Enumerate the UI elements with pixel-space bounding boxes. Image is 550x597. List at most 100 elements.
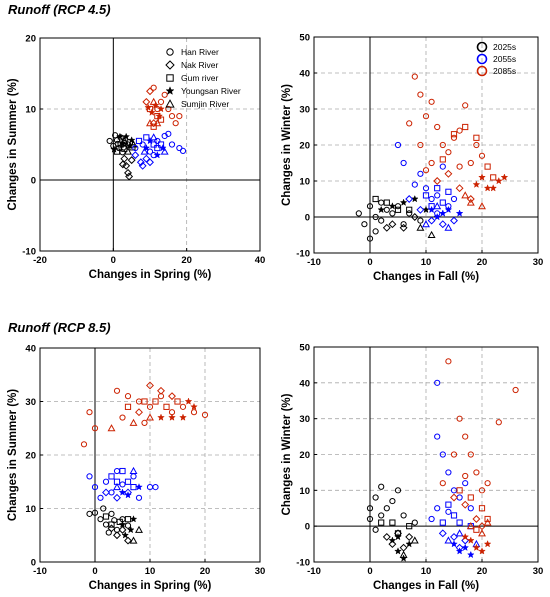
y-tick-label: -10 <box>22 247 36 258</box>
data-point-star <box>455 209 464 217</box>
data-point-triangle <box>153 119 162 127</box>
legend-label: Gum river <box>181 73 218 83</box>
data-point-square <box>113 148 121 155</box>
data-point-star <box>478 547 486 555</box>
data-point-circle <box>366 515 374 523</box>
data-point-diamond <box>382 532 391 541</box>
data-point-diamond <box>142 97 151 106</box>
data-point-star <box>168 413 176 421</box>
legend-marker-2055s <box>476 53 488 65</box>
data-point-diamond <box>138 161 147 170</box>
data-point-triangle <box>455 529 464 537</box>
y-axis-label: Changes in Summer (%) <box>7 78 19 210</box>
data-point-square <box>378 519 385 526</box>
data-point-star <box>147 108 156 116</box>
data-point-triangle <box>129 466 138 475</box>
y-tick-label: 0 <box>31 558 36 569</box>
data-point-circle <box>400 159 407 167</box>
data-point-diamond <box>438 220 447 229</box>
data-point-star <box>116 132 124 140</box>
data-point-star <box>118 138 127 147</box>
data-point-circle <box>450 195 458 203</box>
data-point-circle <box>417 170 424 177</box>
data-point-circle <box>161 91 168 98</box>
data-point-diamond <box>450 532 458 541</box>
data-point-diamond <box>450 216 458 225</box>
x-tick-label: 10 <box>421 566 432 577</box>
data-point-star <box>129 515 138 523</box>
data-point-circle <box>372 494 379 501</box>
data-point-diamond <box>416 205 425 214</box>
data-point-star <box>144 103 153 111</box>
data-point-circle <box>146 403 154 410</box>
y-axis-label: Changes in Winter (%) <box>281 84 293 206</box>
data-point-star <box>461 532 470 541</box>
y-tick-label: 50 <box>299 343 310 354</box>
data-point-circle <box>462 480 469 487</box>
points-layer <box>355 73 509 242</box>
series-2085s <box>80 381 209 448</box>
data-point-square <box>450 512 458 519</box>
data-point-square <box>150 141 157 148</box>
data-point-triangle <box>113 482 121 491</box>
data-point-diamond <box>118 160 127 169</box>
legend-label: Nak River <box>181 60 218 70</box>
data-point-star <box>455 547 464 555</box>
data-point-star <box>118 520 127 528</box>
series-2085s <box>142 84 183 130</box>
data-point-circle <box>100 505 107 512</box>
data-point-circle <box>473 469 480 476</box>
y-tick-label: 10 <box>25 105 36 116</box>
data-point-circle <box>428 98 435 105</box>
data-point-circle <box>422 113 430 120</box>
data-point-triangle <box>466 198 475 206</box>
data-point-diamond <box>405 532 414 541</box>
data-point-circle <box>428 195 435 203</box>
data-point-square <box>152 398 159 405</box>
data-point-circle <box>439 141 446 149</box>
data-point-circle <box>119 481 126 488</box>
data-point-diamond <box>118 525 127 534</box>
data-point-circle <box>462 472 469 480</box>
data-point-triangle <box>483 518 492 526</box>
data-point-diamond <box>135 408 143 417</box>
data-point-diamond <box>438 529 447 538</box>
legend-marker-circle <box>166 48 174 56</box>
data-point-square <box>439 519 446 526</box>
y-axis-label: Changes in Summer (%) <box>7 389 19 521</box>
data-point-circle <box>473 141 480 149</box>
plot-frame <box>39 37 261 252</box>
data-point-square <box>108 473 115 480</box>
data-point-circle <box>456 127 463 134</box>
data-point-square <box>135 137 143 145</box>
data-point-circle <box>91 509 99 516</box>
data-point-circle <box>434 192 441 199</box>
data-point-square <box>163 403 170 410</box>
data-point-circle <box>130 473 137 480</box>
x-tick-label: -10 <box>307 257 321 268</box>
data-point-circle <box>383 505 390 512</box>
data-point-circle <box>389 497 396 505</box>
legend: Han River Nak River Gum river Youngsan Rive… <box>165 47 241 109</box>
data-point-square <box>467 494 474 501</box>
x-axis-label: Changes in Fall (%) <box>373 580 479 592</box>
data-point-star <box>127 136 136 144</box>
x-tick-label: -10 <box>33 566 47 577</box>
data-point-circle <box>91 425 99 432</box>
data-point-square <box>445 501 452 508</box>
x-tick-label: 40 <box>255 255 266 266</box>
data-point-star <box>466 550 475 559</box>
x-tick-label: 30 <box>255 566 266 577</box>
data-point-star <box>184 397 193 405</box>
y-tick-label: 30 <box>25 397 36 408</box>
data-point-square <box>108 521 115 528</box>
data-point-circle <box>190 409 198 416</box>
data-point-triangle <box>146 119 154 127</box>
data-point-circle <box>366 235 374 242</box>
panel-rcp45-spring-summer: -20 0 20 40 -10 0 10 20 Changes in Spring (%) Cha… <box>7 34 265 282</box>
data-point-star <box>190 402 198 411</box>
data-point-circle <box>389 210 396 217</box>
data-point-triangle <box>466 522 475 530</box>
data-point-star <box>399 198 408 206</box>
